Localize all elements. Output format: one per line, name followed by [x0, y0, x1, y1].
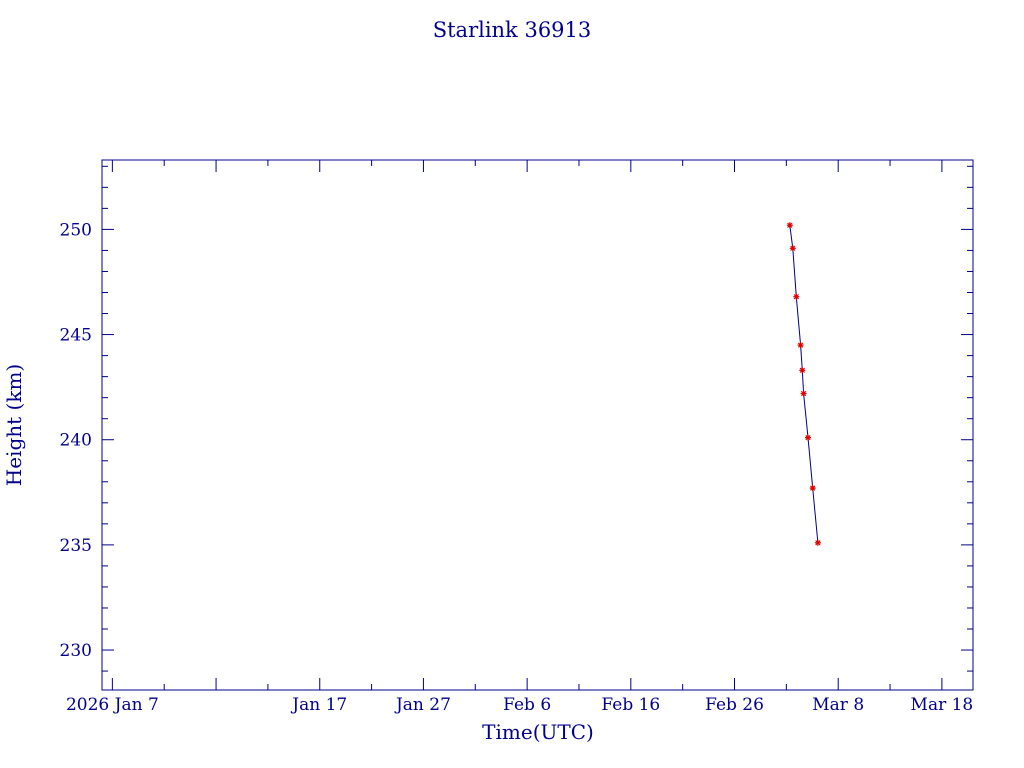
data-point: [793, 293, 800, 300]
x-tick-label: Jan 27: [394, 695, 451, 715]
marker-stroke: [797, 342, 804, 348]
chart-title: Starlink 36913: [433, 18, 592, 42]
x-tick-label: Feb 16: [601, 695, 660, 715]
data-point: [786, 222, 793, 229]
y-tick-label: 245: [60, 326, 92, 346]
data-point: [800, 390, 807, 397]
data-point: [799, 367, 806, 374]
marker-stroke: [790, 245, 796, 251]
x-tick-label: Feb 6: [503, 695, 551, 715]
axis-ticks: [102, 160, 973, 690]
data-point: [805, 434, 811, 441]
x-axis-label: Time(UTC): [482, 720, 594, 744]
data-point: [789, 245, 796, 252]
marker-stroke: [793, 294, 799, 300]
marker-stroke: [787, 222, 793, 228]
marker-stroke: [805, 434, 811, 441]
axis-tick-labels: 2026 Jan 7 Jan 17 Jan 27 Feb 6 Feb 16 Feb 26 M…: [60, 220, 974, 715]
marker-stroke: [810, 485, 816, 491]
series-line: [789, 225, 819, 543]
data-point: [809, 485, 816, 492]
plot-frame: [101, 159, 974, 691]
marker-stroke: [815, 540, 821, 546]
y-tick-label: 235: [60, 536, 92, 556]
x-tick-label: Mar 8: [812, 695, 864, 715]
y-axis-label: Height (km): [2, 364, 26, 486]
x-tick-label: Mar 18: [911, 695, 974, 715]
x-tick-label: Feb 26: [705, 695, 764, 715]
y-tick-label: 250: [60, 220, 92, 240]
data-series: [786, 222, 821, 546]
marker-stroke: [799, 367, 805, 373]
x-tick-label: 2026 Jan 7: [66, 695, 159, 715]
y-tick-label: 230: [60, 641, 92, 661]
x-tick-label: Jan 17: [290, 695, 347, 715]
y-tick-label: 240: [60, 431, 92, 451]
data-point: [797, 342, 804, 349]
marker-stroke: [800, 390, 807, 397]
data-point: [814, 539, 821, 546]
